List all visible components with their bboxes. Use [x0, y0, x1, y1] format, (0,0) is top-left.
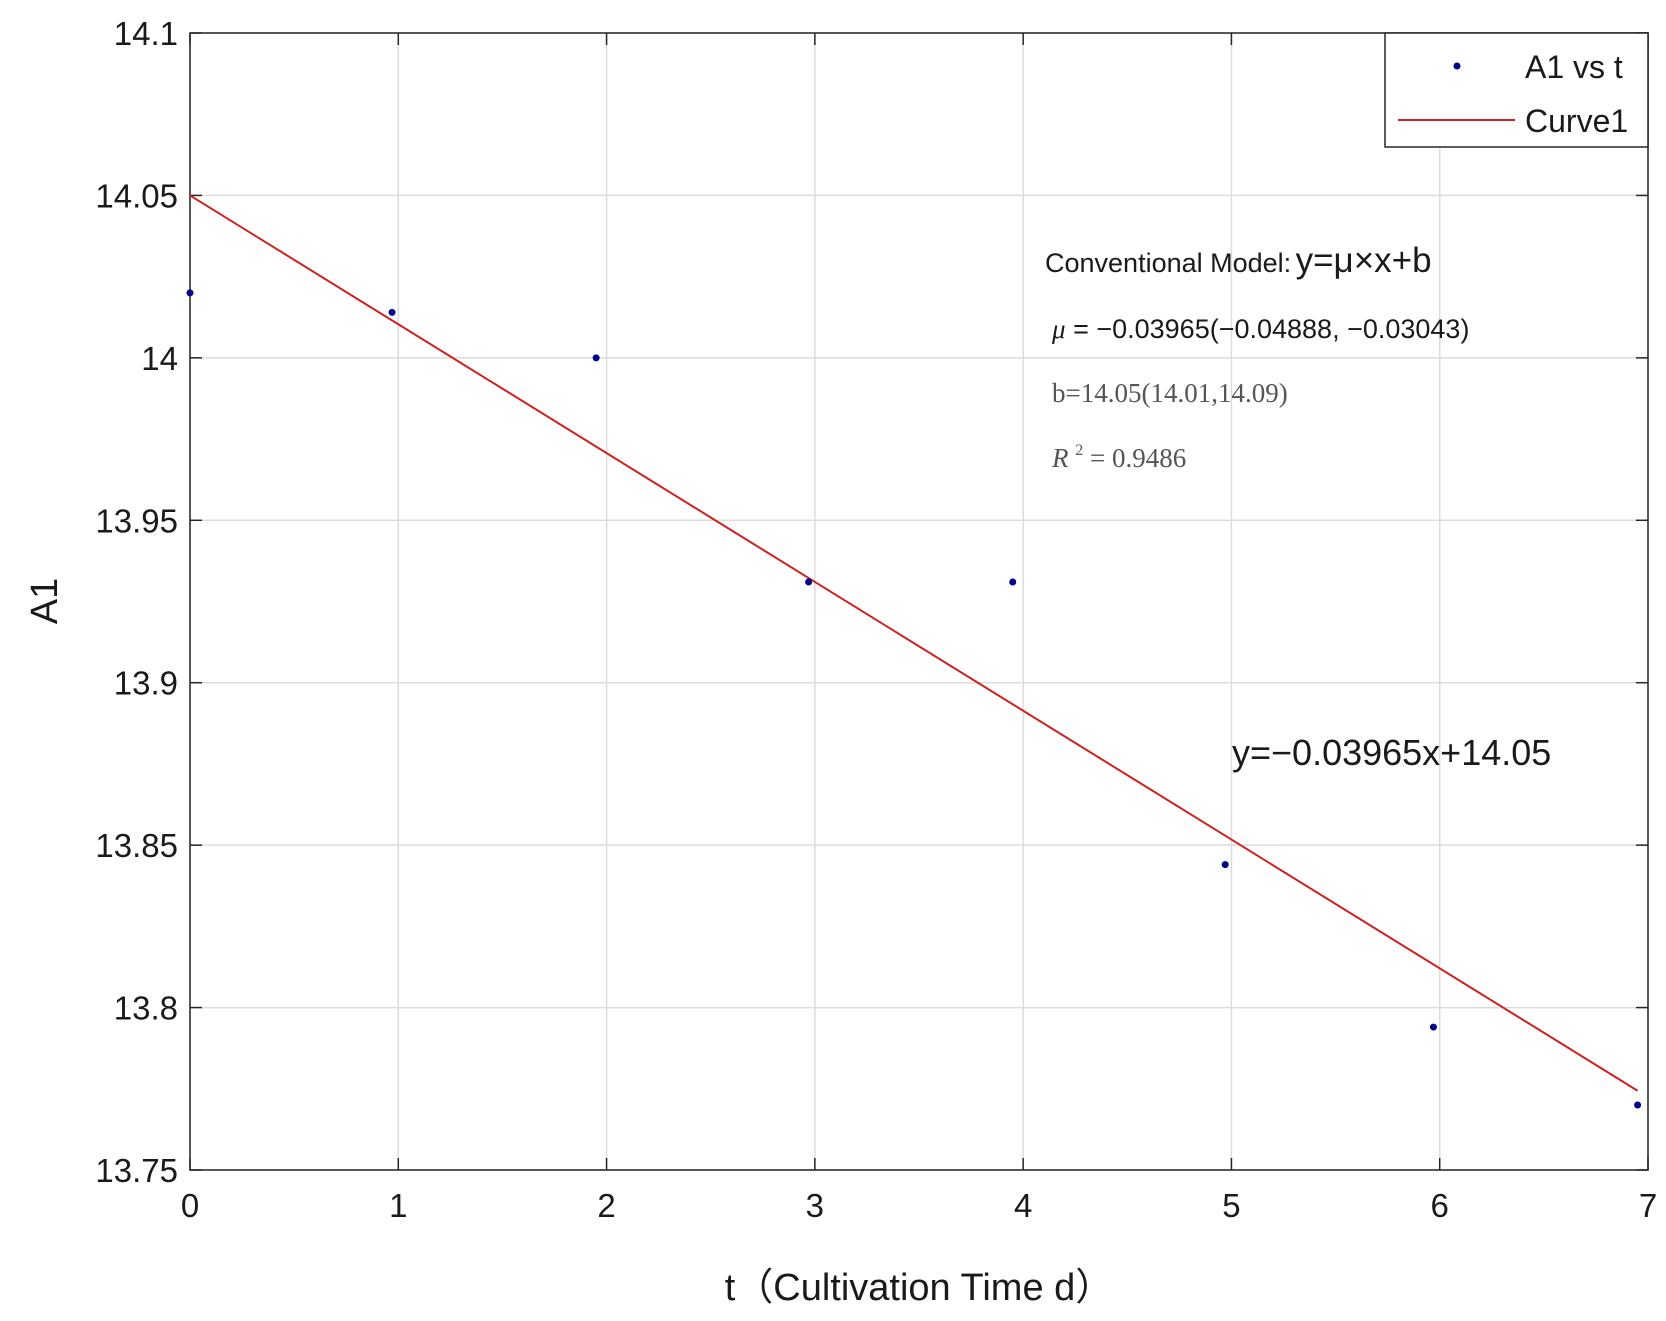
data-point	[1429, 1023, 1437, 1031]
y-axis-label: A1	[24, 578, 66, 624]
x-tick-label: 2	[597, 1187, 615, 1224]
model-annotation: Conventional Model: y=μ×x+b	[1045, 241, 1432, 280]
data-point	[388, 308, 396, 316]
legend-label-curve1: Curve1	[1525, 103, 1628, 139]
y-tick-label: 14.05	[95, 177, 178, 214]
fit-equation: y=−0.03965x+14.05	[1232, 732, 1551, 773]
mu-value: = −0.03965(−0.04888, −0.03043)	[1073, 314, 1469, 344]
data-point	[186, 289, 194, 297]
r2-annotation: R 2 = 0.9486	[1051, 431, 1186, 473]
y-tick-label: 13.85	[95, 827, 178, 864]
r2-value: = 0.9486	[1090, 443, 1186, 473]
y-tick-label: 13.75	[95, 1152, 178, 1189]
ticks: 0 1 2 3 4 5 6 7 13.75 13.8 13.85 13.9 13.95 14 14.05 14…	[95, 15, 1657, 1224]
y-tick-label: 13.95	[95, 502, 178, 539]
plot-area-border	[189, 32, 1649, 1171]
series	[186, 194, 1642, 1109]
legend: A1 vs t Curve1	[1384, 32, 1649, 148]
x-tick-label: 7	[1639, 1187, 1657, 1224]
x-tick-label: 4	[1014, 1187, 1032, 1224]
x-tick-label: 1	[389, 1187, 407, 1224]
data-point	[1009, 578, 1017, 586]
x-tick-label: 3	[806, 1187, 824, 1224]
legend-marker-a1-vs-t	[1453, 62, 1461, 70]
y-tick-label: 13.9	[114, 665, 178, 702]
r2-symbol: R	[1051, 443, 1069, 473]
x-axis-label: t（Cultivation Time d）	[725, 1267, 1114, 1309]
grid	[189, 32, 1649, 1171]
x-tick-label: 5	[1222, 1187, 1240, 1224]
data-point	[805, 578, 813, 586]
fit-line-curve1	[189, 194, 1639, 1092]
y-tick-label: 13.8	[114, 990, 178, 1027]
x-tick-label: 6	[1431, 1187, 1449, 1224]
mu-annotation: μ = −0.03965(−0.04888, −0.03043)	[1051, 314, 1469, 344]
legend-box	[1384, 32, 1649, 148]
mu-symbol: μ	[1051, 314, 1066, 344]
x-tick-label: 0	[181, 1187, 199, 1224]
data-point	[1221, 861, 1229, 869]
data-point	[592, 354, 600, 362]
b-annotation: b=14.05(14.01,14.09)	[1052, 378, 1288, 408]
data-point	[1634, 1101, 1642, 1109]
y-tick-label: 14	[141, 340, 178, 377]
r2-exponent: 2	[1075, 442, 1083, 459]
annotations: Conventional Model: y=μ×x+b μ = −0.03965…	[1045, 241, 1551, 773]
y-tick-label: 14.1	[114, 15, 178, 52]
model-formula: y=μ×x+b	[1296, 241, 1432, 280]
legend-label-a1-vs-t: A1 vs t	[1525, 49, 1623, 85]
model-prefix: Conventional Model:	[1045, 248, 1291, 278]
